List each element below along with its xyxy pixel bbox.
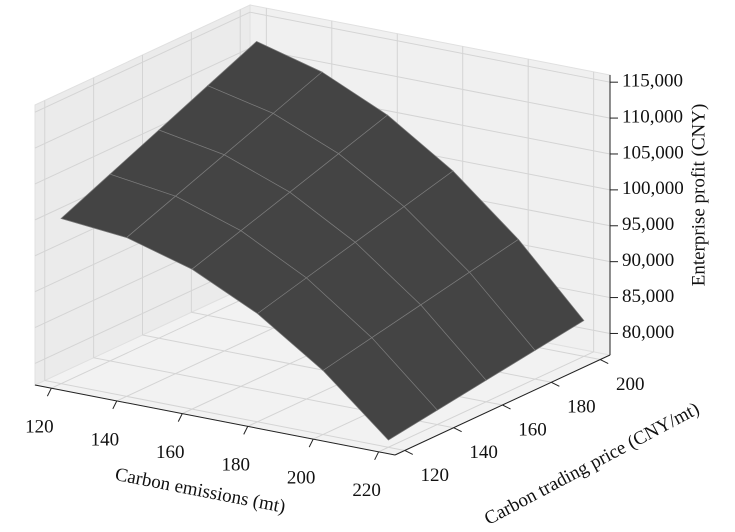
surface-patch <box>322 337 438 441</box>
tick-mark <box>551 381 560 387</box>
tick-mark <box>243 426 249 435</box>
grid-line <box>34 11 251 113</box>
grid-line <box>44 379 405 451</box>
y-axis-label: Carbon trading price (CNY/mt) <box>481 398 703 529</box>
x-axis-label: Carbon emissions (mt) <box>113 464 287 518</box>
tick-mark <box>374 451 380 461</box>
y-tick-label: 160 <box>518 419 547 440</box>
tick-mark <box>112 400 118 410</box>
grid-line <box>249 47 611 119</box>
z-tick-label: 105,000 <box>622 142 684 163</box>
grid-line <box>249 11 611 83</box>
tick-mark <box>600 359 609 364</box>
tick-mark <box>177 413 183 422</box>
z-axis-label: Enterprise profit (CNY) <box>688 104 709 287</box>
z-tick-label: 85,000 <box>622 286 674 307</box>
y-tick-label: 200 <box>616 374 645 395</box>
x-tick-label: 140 <box>91 429 120 450</box>
x-tick-label: 180 <box>221 455 250 476</box>
y-tick-label: 180 <box>567 397 596 418</box>
axis-line <box>34 384 396 456</box>
z-tick-label: 95,000 <box>622 214 674 235</box>
tick-mark <box>46 387 52 397</box>
x-tick-label: 200 <box>287 467 316 488</box>
z-tick-label: 100,000 <box>622 178 684 199</box>
z-tick-label: 110,000 <box>622 106 683 127</box>
tick-mark <box>502 404 511 410</box>
tick-mark <box>453 427 462 433</box>
y-tick-label: 140 <box>469 442 498 463</box>
x-tick-label: 220 <box>352 480 381 501</box>
z-tick-label: 115,000 <box>622 71 683 92</box>
z-tick-label: 90,000 <box>622 250 674 271</box>
grid-line <box>34 47 251 149</box>
tick-mark <box>404 450 413 455</box>
x-tick-label: 120 <box>25 417 54 438</box>
tick-mark <box>308 438 314 448</box>
x-tick-label: 160 <box>156 442 185 463</box>
z-tick-label: 80,000 <box>622 322 674 343</box>
y-tick-label: 120 <box>421 465 450 486</box>
